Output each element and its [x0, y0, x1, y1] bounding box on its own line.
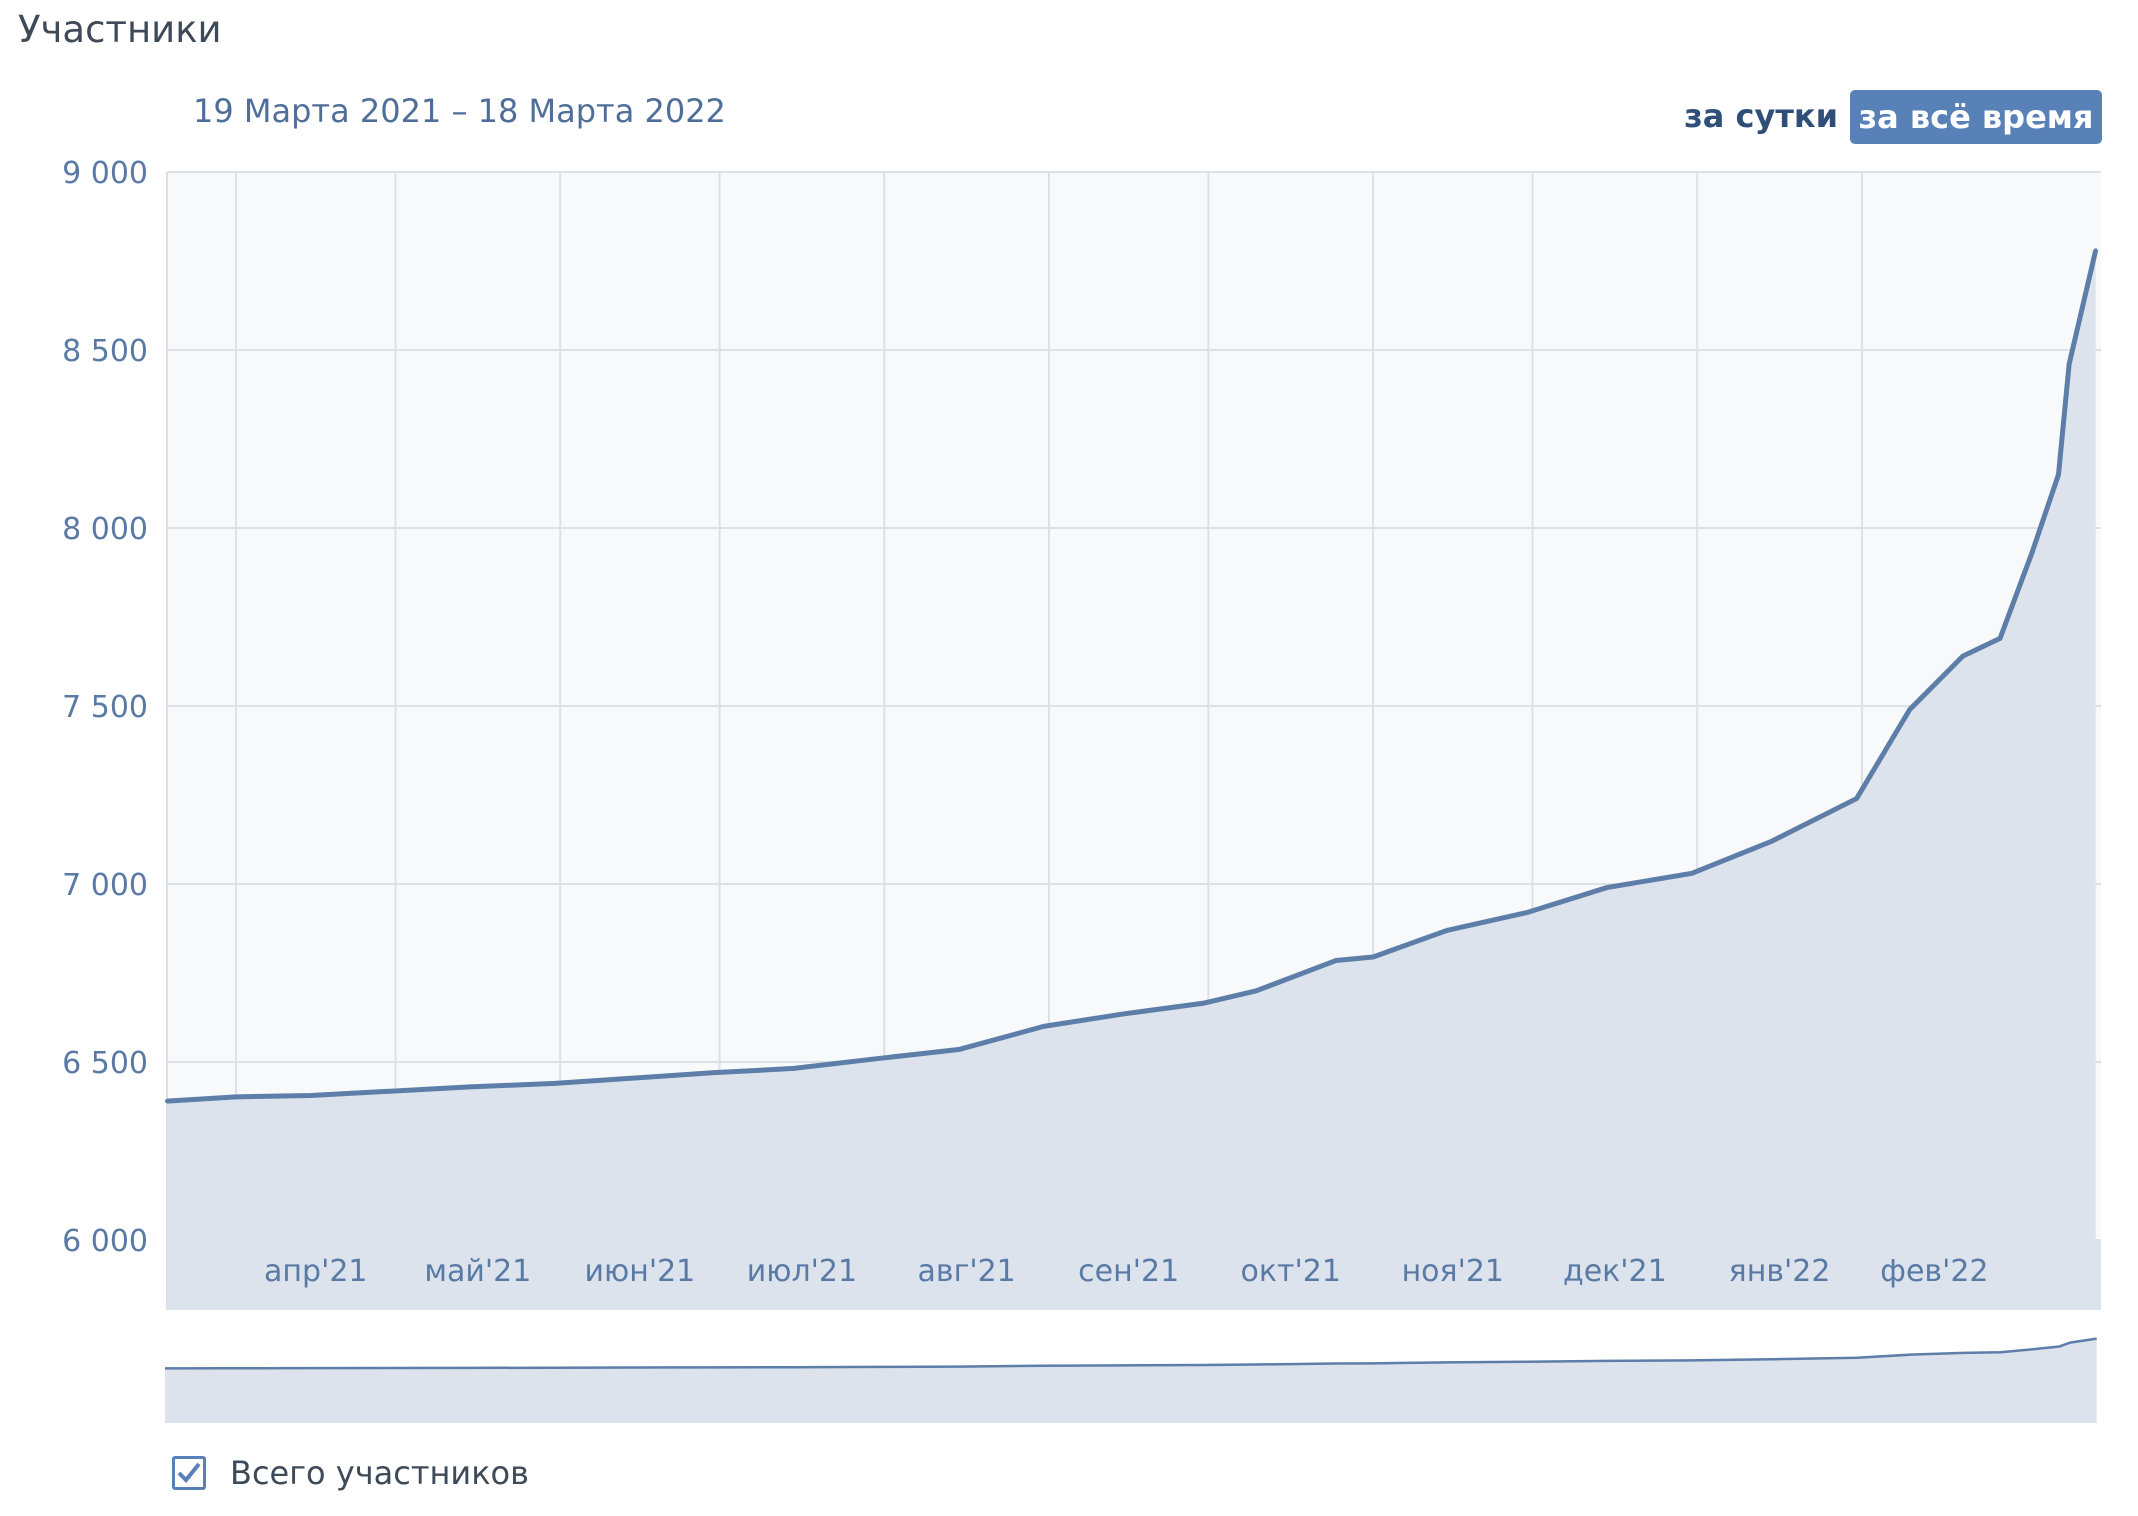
- y-tick-label: 8 500: [62, 334, 148, 369]
- data-point[interactable]: [1201, 1001, 1206, 1006]
- data-point[interactable]: [1907, 707, 1912, 712]
- data-point[interactable]: [2067, 362, 2072, 367]
- y-tick-label: 8 000: [62, 512, 148, 547]
- data-point[interactable]: [1960, 654, 1965, 659]
- data-point[interactable]: [1333, 958, 1338, 963]
- x-tick-label: апр'21: [264, 1254, 367, 1289]
- x-tick-label: янв'22: [1729, 1254, 1831, 1289]
- data-point[interactable]: [308, 1093, 313, 1098]
- all-time-button[interactable]: за всё время: [1850, 90, 2102, 144]
- legend-label: Всего участников: [230, 1454, 529, 1492]
- y-tick-label: 9 000: [62, 156, 148, 191]
- y-tick-label: 6 500: [62, 1046, 148, 1081]
- data-point[interactable]: [1689, 871, 1694, 876]
- navigator-line: [164, 1337, 2097, 1370]
- data-point[interactable]: [1604, 885, 1609, 890]
- legend-checkbox[interactable]: [172, 1456, 206, 1490]
- series-line[interactable]: [166, 249, 2099, 1104]
- x-tick-label: сен'21: [1078, 1254, 1179, 1289]
- x-tick-label: фев'22: [1880, 1254, 1988, 1289]
- data-point[interactable]: [165, 1099, 169, 1104]
- y-tick-label: 6 000: [62, 1224, 148, 1259]
- data-point[interactable]: [1371, 954, 1376, 959]
- x-axis: апр'21 май'21 июн'21 июл'21 авг'21 сен'21 окт'…: [264, 1254, 1988, 1289]
- per-day-button[interactable]: за сутки: [1684, 97, 1838, 135]
- x-tick-label: май'21: [424, 1254, 531, 1289]
- data-point[interactable]: [1254, 988, 1259, 993]
- data-point[interactable]: [552, 1081, 557, 1086]
- data-point[interactable]: [1041, 1024, 1046, 1029]
- data-point[interactable]: [712, 1070, 717, 1075]
- data-point[interactable]: [791, 1066, 796, 1071]
- range-navigator[interactable]: [164, 1337, 2097, 1423]
- data-point[interactable]: [388, 1089, 393, 1094]
- x-axis-band: [167, 1240, 2101, 1310]
- data-point[interactable]: [1121, 1011, 1126, 1016]
- legend: Всего участников: [172, 1450, 529, 1496]
- data-point[interactable]: [2029, 550, 2034, 555]
- date-range[interactable]: 19 Марта 2021 – 18 Марта 2022: [193, 92, 726, 130]
- data-point[interactable]: [1854, 796, 1859, 801]
- x-tick-label: окт'21: [1241, 1254, 1341, 1289]
- y-tick-label: 7 000: [62, 868, 148, 903]
- data-point[interactable]: [632, 1076, 637, 1081]
- series-area: [167, 250, 2096, 1240]
- data-point[interactable]: [2056, 472, 2061, 477]
- x-tick-label: авг'21: [918, 1254, 1016, 1289]
- data-point[interactable]: [1998, 636, 2003, 641]
- page-title: Участники: [18, 8, 222, 51]
- x-tick-label: ноя'21: [1402, 1254, 1504, 1289]
- data-point[interactable]: [876, 1056, 881, 1061]
- navigator-area: [165, 1338, 2097, 1423]
- x-tick-label: июл'21: [747, 1254, 857, 1289]
- data-point[interactable]: [956, 1047, 961, 1052]
- y-axis: 9 000 8 500 8 000 7 500 7 000 6 500 6 000: [62, 156, 148, 1259]
- data-point[interactable]: [1445, 928, 1450, 933]
- y-tick-label: 7 500: [62, 690, 148, 725]
- data-point[interactable]: [467, 1084, 472, 1089]
- check-icon: [177, 1462, 201, 1483]
- x-tick-label: дек'21: [1563, 1254, 1667, 1289]
- data-point[interactable]: [1525, 910, 1530, 915]
- x-tick-label: июн'21: [584, 1254, 695, 1289]
- area-layer: [165, 248, 2099, 1240]
- data-point[interactable]: [234, 1094, 239, 1099]
- data-point[interactable]: [2093, 248, 2098, 253]
- data-point[interactable]: [1769, 839, 1774, 844]
